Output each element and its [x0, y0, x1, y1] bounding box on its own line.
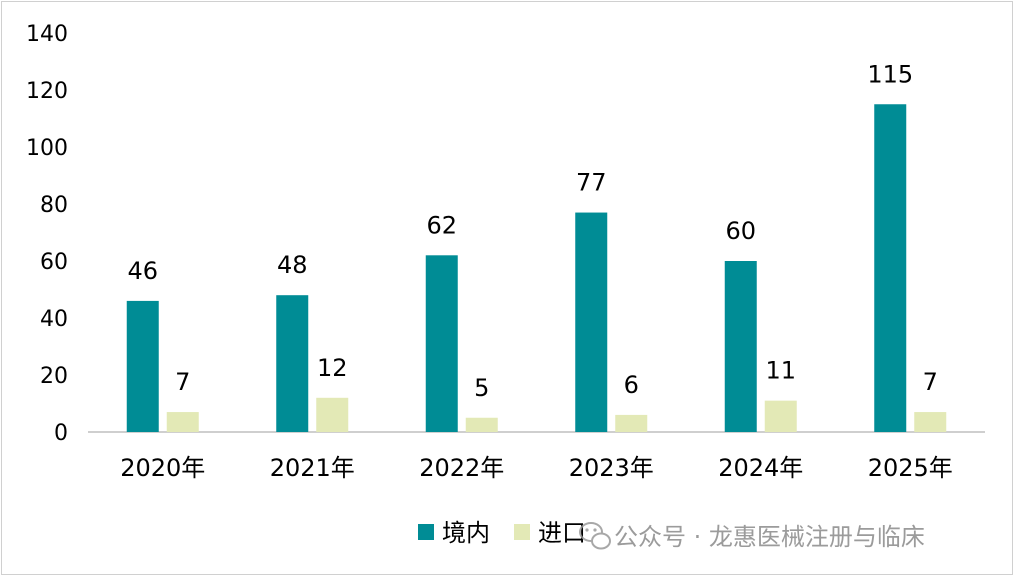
data-label: 60: [725, 217, 756, 245]
bar-domestic: [724, 261, 757, 432]
watermark-text: 公众号 · 龙惠医械注册与临床: [614, 523, 925, 551]
y-axis-ticks: 0 20 40 60 80 100 120 140: [26, 22, 68, 446]
legend-swatch-import: [514, 524, 530, 540]
legend-label-import: 进口: [538, 519, 586, 547]
y-tick-label: 80: [40, 193, 68, 218]
data-label: 7: [923, 368, 938, 396]
x-axis-categories: 2020年 2021年 2022年 2023年 2024年 2025年: [120, 454, 953, 482]
data-label: 62: [426, 211, 457, 239]
legend: 境内 进口: [418, 519, 586, 547]
data-label: 6: [624, 371, 639, 399]
data-label: 46: [127, 257, 158, 285]
bar-import: [465, 417, 498, 432]
bar-domestic: [874, 104, 907, 432]
x-category-label: 2020年: [120, 454, 205, 482]
x-category-label: 2021年: [270, 454, 355, 482]
y-tick-label: 120: [26, 79, 68, 104]
bar-domestic: [425, 255, 458, 432]
watermark: 公众号 · 龙惠医械注册与临床: [579, 522, 925, 551]
legend-swatch-domestic: [418, 524, 434, 540]
wechat-icon: [579, 522, 611, 550]
data-label: 5: [474, 374, 489, 402]
data-label: 7: [175, 368, 190, 396]
y-tick-label: 40: [40, 307, 68, 332]
y-tick-label: 20: [40, 364, 68, 389]
data-label: 48: [277, 251, 308, 279]
bar-import: [914, 412, 947, 432]
data-label: 115: [867, 60, 913, 88]
y-tick-label: 140: [26, 22, 68, 47]
y-tick-label: 0: [54, 421, 68, 446]
x-category-label: 2023年: [569, 454, 654, 482]
bar-import: [316, 397, 349, 432]
bar-import: [166, 412, 199, 432]
x-category-label: 2025年: [868, 454, 953, 482]
bars: [126, 104, 947, 432]
data-label: 77: [576, 169, 607, 197]
bar-import: [764, 400, 797, 432]
bar-import: [615, 414, 648, 432]
legend-label-domestic: 境内: [442, 519, 490, 547]
y-tick-label: 100: [26, 136, 68, 161]
data-label: 11: [765, 357, 796, 385]
bar-domestic: [126, 300, 159, 432]
data-labels: 46 7 48 12 62 5 77 6 60 11 115 7: [127, 60, 937, 402]
x-category-label: 2024年: [718, 454, 803, 482]
x-category-label: 2022年: [419, 454, 504, 482]
y-tick-label: 60: [40, 250, 68, 275]
bar-domestic: [575, 212, 608, 432]
bar-domestic: [276, 295, 309, 432]
data-label: 12: [317, 354, 348, 382]
